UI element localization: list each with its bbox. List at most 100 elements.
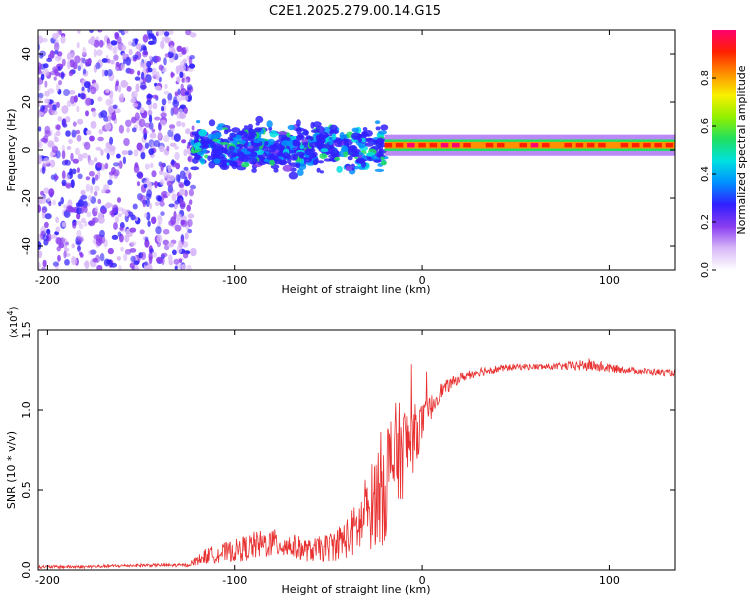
noise-blob xyxy=(169,142,177,147)
noise-blob xyxy=(130,98,137,104)
noise-blob xyxy=(59,64,64,70)
band-blob xyxy=(380,160,387,166)
noise-blob xyxy=(114,32,119,38)
noise-blob xyxy=(154,116,161,121)
noise-blob xyxy=(82,68,87,75)
noise-blob xyxy=(94,191,98,197)
signal-segment xyxy=(440,143,449,148)
noise-blob xyxy=(46,228,51,235)
noise-blob xyxy=(48,188,55,197)
noise-blob xyxy=(186,204,191,212)
noise-blob xyxy=(88,170,95,177)
noise-blob xyxy=(52,199,56,206)
noise-blob xyxy=(41,38,48,43)
noise-blob xyxy=(176,45,183,52)
noise-blob xyxy=(93,48,97,58)
noise-blob xyxy=(55,83,60,92)
noise-blob xyxy=(161,190,168,198)
noise-blob xyxy=(145,198,150,208)
noise-blob xyxy=(57,254,61,262)
band-blob xyxy=(364,142,374,147)
noise-blob xyxy=(122,156,126,165)
noise-blob xyxy=(182,252,189,259)
noise-blob xyxy=(168,260,174,266)
noise-blob xyxy=(77,173,83,180)
noise-blob xyxy=(85,97,92,106)
signal-segment xyxy=(665,143,674,148)
noise-blob xyxy=(40,194,47,201)
noise-blob xyxy=(119,160,123,169)
band-blob xyxy=(273,155,280,163)
noise-blob xyxy=(188,172,192,180)
noise-blob xyxy=(179,104,186,109)
noise-blob xyxy=(117,213,122,218)
x-tick-label: -100 xyxy=(222,274,247,287)
noise-blob xyxy=(53,76,57,81)
band-blob xyxy=(200,137,205,146)
signal-segment xyxy=(643,143,651,148)
band-blob xyxy=(251,160,256,165)
noise-blob xyxy=(79,92,85,100)
noise-blob xyxy=(77,244,81,253)
noise-blob xyxy=(134,76,141,81)
noise-blob xyxy=(149,202,153,210)
signal-segment xyxy=(384,143,393,148)
noise-blob xyxy=(38,157,42,165)
noise-blob xyxy=(139,61,143,68)
noise-blob xyxy=(186,144,191,150)
noise-blob xyxy=(121,81,129,88)
band-blob xyxy=(198,158,205,163)
y-tick-label: 1.0 xyxy=(20,401,33,419)
band-blob xyxy=(319,131,329,139)
noise-blob xyxy=(90,120,97,129)
noise-blob xyxy=(187,228,193,234)
noise-blob xyxy=(113,222,118,230)
band-blob xyxy=(194,138,199,143)
noise-blob xyxy=(78,223,84,230)
noise-blob xyxy=(157,131,162,140)
noise-blob xyxy=(143,183,148,189)
noise-blob xyxy=(40,190,45,196)
noise-blob xyxy=(46,57,53,63)
band-blob xyxy=(329,147,339,156)
noise-blob xyxy=(54,50,59,55)
band-blob xyxy=(373,159,382,163)
y-tick-label: 1.5 xyxy=(20,321,33,339)
band-blob xyxy=(213,158,221,164)
noise-blob xyxy=(184,232,189,240)
band-blob xyxy=(303,129,309,136)
noise-blob xyxy=(151,170,157,178)
band-blob xyxy=(316,167,321,173)
noise-blob xyxy=(186,84,193,91)
noise-blob xyxy=(61,150,66,160)
noise-blob xyxy=(64,259,70,266)
noise-blob xyxy=(111,234,119,240)
noise-blob xyxy=(42,157,50,165)
noise-blob xyxy=(148,148,155,156)
noise-blob xyxy=(144,122,151,128)
noise-blob xyxy=(110,59,115,65)
noise-blob xyxy=(38,126,42,132)
noise-blob xyxy=(112,46,118,55)
noise-blob xyxy=(159,179,165,186)
noise-blob xyxy=(161,98,167,106)
band-blob xyxy=(266,153,276,161)
noise-blob xyxy=(142,34,149,43)
noise-blob xyxy=(72,121,77,127)
band-blob xyxy=(228,145,236,152)
noise-blob xyxy=(167,92,173,101)
spectrogram-x-ticks: -200 -100 0 100 xyxy=(35,30,620,287)
snr-series-line xyxy=(38,357,675,570)
noise-blob xyxy=(151,216,157,225)
noise-blob xyxy=(126,127,130,133)
band-blob xyxy=(351,153,356,158)
noise-blob xyxy=(185,128,191,135)
noise-blob xyxy=(177,52,183,58)
noise-blob xyxy=(132,103,139,108)
noise-blob xyxy=(162,239,169,246)
noise-blob xyxy=(109,210,115,216)
y-tick-label: -40 xyxy=(20,237,33,255)
band-blob xyxy=(249,134,255,139)
noise-blob xyxy=(133,260,140,266)
band-blob xyxy=(243,151,251,155)
